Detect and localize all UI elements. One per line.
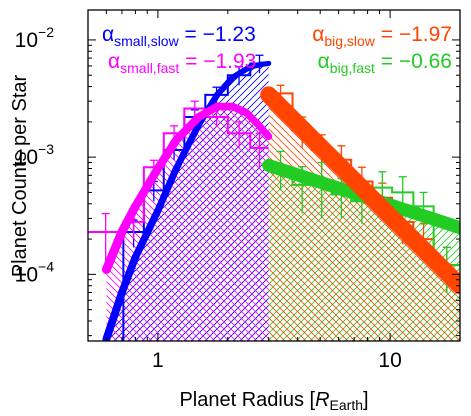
alpha-label-small-fast: αsmall,fast = −1.93	[108, 50, 256, 76]
alpha-label-big-slow: αbig,slow = −1.97	[312, 23, 452, 49]
alpha-subscript: small,fast	[120, 60, 179, 76]
y-tick-label-base: 10	[15, 146, 38, 169]
y-axis-title: Planet Counts per Star	[9, 74, 31, 277]
alpha-symbol: α	[318, 50, 330, 73]
fit-big-slow	[260, 86, 460, 295]
fit-segment-small-slow	[214, 74, 236, 98]
alpha-symbol: α	[102, 23, 114, 46]
fit-segment-small-slow	[102, 288, 126, 341]
hatch-fill-big-slow	[268, 94, 460, 341]
y-tick-label: 10−3	[15, 141, 55, 169]
fit-segment-small-slow	[118, 253, 140, 297]
x-tick-label: 1	[152, 349, 164, 372]
x-axis-title-prefix: Planet Radius [	[179, 389, 315, 411]
y-tick-label-base: 10	[15, 263, 38, 286]
x-tick-label: 10	[378, 349, 401, 372]
x-axis-title: Planet Radius [REarth]	[179, 389, 368, 413]
fit-segment-small-fast	[172, 112, 203, 145]
x-axis-title-suffix: ]	[363, 389, 369, 411]
y-tick-label: 10−4	[15, 258, 55, 286]
alpha-subscript: small,slow	[114, 33, 179, 49]
x-axis-title-variable: R	[315, 389, 329, 411]
alpha-value: = −1.93	[179, 50, 256, 73]
fit-segment-small-slow	[229, 63, 254, 81]
fit-segment-small-fast	[153, 135, 181, 173]
alpha-subscript: big,slow	[324, 33, 375, 49]
alpha-subscript: big,fast	[330, 60, 375, 76]
x-axis-title-subscript: Earth	[330, 397, 363, 413]
y-tick-label-exponent: −4	[38, 258, 54, 274]
y-tick-label-base: 10	[15, 29, 38, 52]
fit-segment-big-slow	[260, 86, 460, 295]
fit-segment-small-fast	[117, 202, 140, 237]
alpha-value: = −1.97	[375, 23, 452, 46]
fit-segment-small-slow	[154, 165, 180, 215]
alpha-symbol: α	[108, 50, 120, 73]
alpha-symbol: α	[312, 23, 324, 46]
fit-segment-small-slow	[172, 121, 203, 172]
fit-small-slow	[102, 60, 272, 341]
alpha-value: = −0.66	[375, 50, 452, 73]
fit-segment-small-slow	[259, 60, 272, 67]
fit-segment-small-slow	[131, 206, 162, 261]
alpha-label-small-slow: αsmall,slow = −1.23	[102, 23, 256, 49]
fit-segment-small-fast	[254, 120, 273, 141]
fit-small-fast	[101, 102, 273, 274]
fit-segment-small-fast	[131, 164, 163, 211]
alpha-value: = −1.23	[179, 23, 256, 46]
alpha-label-big-fast: αbig,fast = −0.66	[318, 50, 452, 76]
fit-segment-small-fast	[101, 227, 127, 274]
y-tick-label: 10−2	[15, 24, 55, 52]
y-tick-label-exponent: −3	[38, 141, 54, 157]
hatch-fill-small-fast	[106, 106, 269, 341]
y-tick-label-exponent: −2	[38, 24, 54, 40]
